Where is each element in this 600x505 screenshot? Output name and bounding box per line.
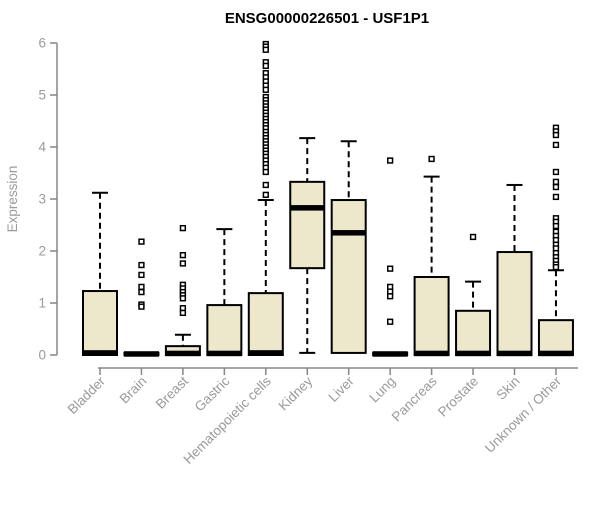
iqr-box <box>247 292 284 356</box>
x-category-label: Gastric <box>192 373 233 414</box>
outlier-point <box>262 46 269 53</box>
outlier-point <box>387 318 394 325</box>
iqr-box <box>496 251 533 356</box>
median-line <box>165 350 201 357</box>
outlier-point <box>387 265 394 272</box>
box-prostate <box>455 233 492 357</box>
iqr-box <box>82 290 118 357</box>
median-line <box>206 350 242 357</box>
outlier-point <box>262 62 269 70</box>
median-line <box>82 350 118 356</box>
median-line <box>538 350 574 357</box>
outlier-point <box>179 252 187 259</box>
box-bladder <box>82 191 118 357</box>
box-skin <box>496 183 533 357</box>
outlier-point <box>179 260 187 267</box>
median-line <box>289 205 325 211</box>
y-tick-label: 2 <box>38 244 46 259</box>
outlier-point <box>138 303 145 310</box>
x-category-label: Prostate <box>435 374 481 420</box>
outlier-point <box>179 295 187 302</box>
box-kidney <box>289 137 326 354</box>
outlier-point <box>552 193 560 201</box>
box-pancreas <box>413 155 450 357</box>
box-hematopoietic-cells <box>247 40 284 356</box>
x-category-label: Breast <box>153 373 191 411</box>
outlier-point <box>552 168 560 176</box>
median-line <box>372 351 408 357</box>
y-tick-label: 4 <box>38 140 46 155</box>
outlier-point <box>262 168 269 176</box>
median-line <box>455 350 491 357</box>
outlier-point <box>138 271 145 279</box>
iqr-box <box>537 319 574 357</box>
y-tick-label: 6 <box>38 36 46 51</box>
box-liver <box>330 140 367 354</box>
outlier-point <box>138 288 145 296</box>
x-category-label: Brain <box>117 374 150 407</box>
median-line <box>414 350 450 357</box>
outlier-point <box>138 283 145 291</box>
median-line <box>123 351 159 357</box>
y-axis: 0 1 2 3 4 5 6 <box>38 36 58 363</box>
x-category-label: Bladder <box>65 373 109 417</box>
y-tick-label: 5 <box>38 88 46 103</box>
outlier-point <box>262 181 269 189</box>
x-category-label: Unknown / Other <box>482 373 565 456</box>
outlier-point <box>552 222 560 230</box>
y-axis-label: Expression <box>5 166 20 233</box>
outlier-point <box>138 261 145 269</box>
outlier-point <box>469 233 477 241</box>
y-tick-label: 1 <box>38 296 46 311</box>
x-category-label: Skin <box>493 374 522 403</box>
outlier-point <box>552 141 560 149</box>
box-gastric <box>206 228 243 357</box>
outlier-point <box>138 238 145 245</box>
boxes-layer <box>82 40 574 357</box>
y-tick-label: 0 <box>38 348 46 363</box>
outlier-point <box>552 178 560 185</box>
median-line <box>248 350 284 356</box>
outlier-point <box>552 131 560 139</box>
chart-title: ENSG00000226501 - USF1P1 <box>225 10 429 27</box>
outlier-point <box>387 157 394 164</box>
iqr-box <box>206 304 243 356</box>
outlier-point <box>552 263 560 271</box>
median-line <box>497 350 532 357</box>
box-lung <box>372 157 409 357</box>
x-category-label: Lung <box>366 374 398 406</box>
iqr-box <box>330 199 367 354</box>
iqr-box <box>413 276 450 356</box>
outlier-point <box>552 183 560 191</box>
outlier-point <box>179 309 187 317</box>
outlier-point <box>262 191 269 198</box>
box-brain <box>123 238 160 357</box>
x-category-label: Liver <box>326 373 358 405</box>
box-breast <box>164 224 201 357</box>
y-tick-label: 3 <box>38 192 46 207</box>
x-category-label: Pancreas <box>389 373 440 424</box>
outlier-point <box>387 293 394 300</box>
outlier-point <box>428 155 435 163</box>
iqr-box <box>289 180 326 270</box>
iqr-box <box>455 309 492 356</box>
outlier-point <box>262 86 269 93</box>
box-unknown-other <box>537 124 574 357</box>
outlier-point <box>179 224 187 232</box>
median-line <box>331 230 367 236</box>
x-category-label: Kidney <box>276 373 316 413</box>
